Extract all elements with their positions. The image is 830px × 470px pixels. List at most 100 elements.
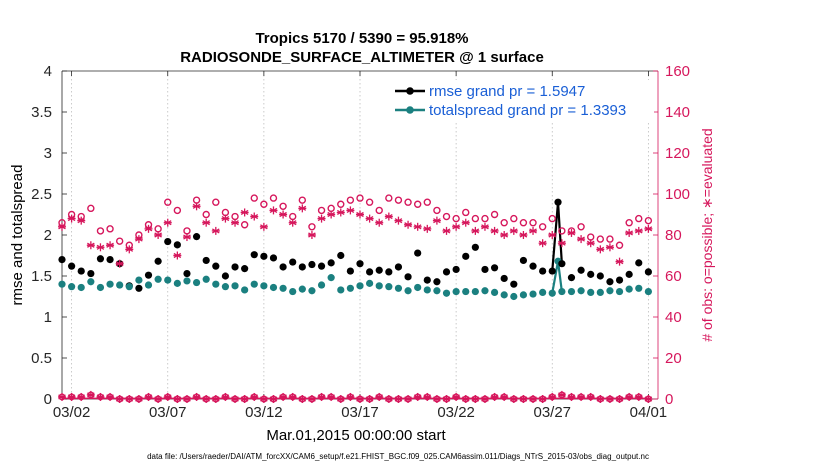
y-right-tick-label-160: 160 — [665, 63, 690, 80]
rmse-point — [558, 260, 566, 268]
obs-zero-evaluated-point — [317, 392, 326, 401]
obs-zero-evaluated-point — [259, 395, 268, 403]
spread-point — [567, 287, 576, 296]
y-left-tick-label-1.5: 1.5 — [31, 268, 52, 285]
obs-zero-evaluated-point — [288, 392, 297, 401]
obs-possible-point — [615, 241, 624, 249]
obs-evaluated-point — [538, 239, 547, 248]
obs-zero-evaluated-point — [106, 392, 115, 401]
spread-point — [212, 280, 220, 288]
x-axis-label: Mar.01,2015 00:00:00 start — [266, 427, 446, 444]
spread-point — [587, 288, 595, 296]
obs-zero-evaluated-point — [327, 392, 336, 401]
y-left-tick-label-1: 1 — [44, 309, 52, 326]
obs-zero-evaluated-point — [115, 395, 124, 403]
obs-zero-evaluated-point — [221, 392, 230, 401]
legend: rmse grand pr = 1.5947 totalspread grand… — [392, 80, 654, 122]
rmse-point — [615, 276, 624, 284]
spread-point — [644, 287, 652, 296]
obs-evaluated-point — [461, 218, 470, 227]
obs-zero-evaluated-point — [96, 392, 105, 401]
spread-point — [58, 280, 66, 288]
obs-zero-evaluated-point — [605, 395, 614, 403]
rmse-point — [337, 251, 345, 260]
rmse-point — [87, 269, 95, 278]
obs-evaluated-point — [577, 235, 586, 244]
obs-zero-evaluated-point — [509, 395, 518, 403]
rmse-point — [231, 263, 239, 271]
obs-possible-point — [538, 223, 547, 231]
obs-possible-point — [500, 218, 508, 227]
chart-marks — [58, 194, 653, 403]
obs-zero-evaluated-point — [644, 395, 653, 403]
obs-possible-point — [490, 210, 499, 219]
spread-point — [96, 283, 105, 292]
rmse-point — [481, 265, 489, 274]
spread-point — [404, 287, 412, 295]
obs-zero-evaluated-point — [548, 392, 557, 401]
x-tick-label-03/02: 03/02 — [53, 404, 91, 421]
spread-point — [116, 281, 124, 289]
obs-possible-point — [519, 218, 528, 227]
y-right-tick-label-0: 0 — [665, 391, 673, 408]
spread-point — [539, 288, 547, 296]
y-right-tick-label-120: 120 — [665, 145, 690, 162]
spread-point — [346, 284, 354, 292]
rmse-point — [404, 273, 412, 281]
spread-point — [356, 282, 364, 290]
obs-possible-point — [115, 237, 124, 245]
obs-zero-evaluated-point — [192, 392, 201, 401]
rmse-point — [241, 265, 249, 273]
spread-point — [308, 287, 316, 295]
rmse-point — [298, 263, 306, 271]
obs-zero-evaluated-point — [625, 392, 634, 401]
x-tick-label-03/22: 03/22 — [437, 404, 475, 421]
spread-point — [366, 279, 374, 287]
obs-possible-point — [87, 204, 95, 213]
obs-zero-evaluated-point — [336, 395, 345, 403]
spread-point — [221, 283, 230, 291]
rmse-point — [462, 252, 470, 260]
obs-possible-point — [106, 225, 114, 233]
spread-point — [337, 286, 345, 294]
spread-point — [260, 282, 268, 290]
obs-evaluated-point — [211, 226, 220, 235]
obs-evaluated-point — [529, 226, 538, 235]
rmse-point — [635, 259, 643, 267]
spread-point — [327, 274, 335, 282]
rmse-point — [173, 241, 181, 249]
obs-zero-evaluated-point — [77, 392, 86, 401]
obs-possible-point — [202, 210, 210, 219]
obs-zero-evaluated-point — [173, 395, 182, 403]
rmse-point — [212, 262, 220, 270]
obs-evaluated-point — [231, 218, 240, 227]
rmse-point — [279, 263, 287, 271]
obs-evaluated-point — [452, 222, 461, 231]
obs-evaluated-point — [509, 226, 518, 235]
obs-zero-evaluated-point — [615, 395, 624, 403]
obs-evaluated-point — [106, 241, 115, 250]
obs-zero-evaluated-point — [423, 392, 432, 401]
obs-zero-evaluated-point — [307, 395, 316, 403]
obs-possible-point — [481, 214, 489, 223]
rmse-point — [625, 270, 633, 278]
y-left-tick-label-0.5: 0.5 — [31, 350, 52, 367]
obs-evaluated-point — [596, 245, 605, 254]
rmse-point — [96, 255, 105, 263]
legend-rmse-marker — [406, 87, 414, 95]
obs-zero-evaluated-point — [432, 395, 441, 403]
obs-possible-point — [260, 200, 268, 208]
obs-zero-evaluated-point — [86, 390, 95, 399]
spread-point — [606, 287, 614, 295]
rmse-point — [490, 264, 499, 272]
obs-evaluated-point — [423, 224, 432, 233]
obs-zero-evaluated-point — [279, 392, 288, 401]
obs-zero-evaluated-point — [346, 392, 355, 401]
obs-evaluated-point — [500, 231, 509, 239]
spread-point — [635, 284, 643, 292]
chart-title-line2: RADIOSONDE_SURFACE_ALTIMETER @ 1 surface — [180, 49, 544, 66]
obs-possible-point — [644, 216, 653, 225]
spread-point — [77, 283, 85, 292]
obs-possible-point — [346, 196, 355, 204]
